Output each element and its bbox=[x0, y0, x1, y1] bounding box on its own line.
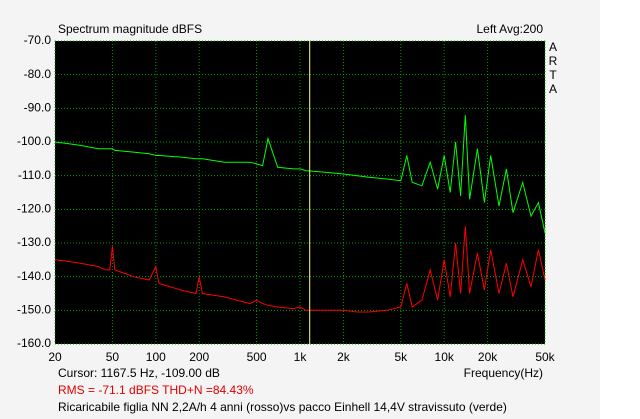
y-tick-label: -110.0 bbox=[18, 168, 51, 182]
spectrum-line bbox=[54, 226, 546, 313]
cursor-readout: Cursor: 1167.5 Hz, -109.00 dB bbox=[58, 366, 220, 380]
channel-label: Left Avg:200 bbox=[476, 22, 543, 36]
x-tick-label: 10k bbox=[435, 350, 455, 364]
y-tick-label: -140.0 bbox=[17, 269, 51, 283]
chart-title: Spectrum magnitude dBFS bbox=[58, 22, 202, 36]
x-tick-label: 1k bbox=[294, 350, 308, 364]
x-tick-label: 20 bbox=[48, 350, 62, 364]
x-tick-label: 50 bbox=[106, 350, 120, 364]
y-tick-label: -160.0 bbox=[17, 336, 51, 350]
x-tick-label: 50k bbox=[535, 350, 555, 364]
x-tick-label: 5k bbox=[394, 350, 408, 364]
logo-letter: T bbox=[549, 68, 557, 82]
x-tick-label: 500 bbox=[247, 350, 267, 364]
y-tick-label: -130.0 bbox=[17, 235, 51, 249]
logo-letter: R bbox=[549, 54, 558, 68]
x-tick-label: 200 bbox=[189, 350, 209, 364]
x-tick-label: 20k bbox=[478, 350, 498, 364]
x-axis-label: Frequency(Hz) bbox=[464, 366, 543, 380]
y-tick-label: -150.0 bbox=[17, 303, 51, 317]
rms-readout: RMS = -71.1 dBFS THD+N =84.43% bbox=[58, 383, 254, 397]
y-tick-label: -80.0 bbox=[24, 67, 52, 81]
y-tick-label: -120.0 bbox=[17, 202, 51, 216]
logo-letter: A bbox=[549, 40, 557, 54]
caption: Ricaricabile figlia NN 2,2A/h 4 anni (ro… bbox=[58, 400, 507, 414]
spectrum-line bbox=[54, 115, 546, 234]
logo-letter: A bbox=[549, 82, 557, 96]
y-tick-label: -70.0 bbox=[24, 33, 52, 47]
x-tick-label: 2k bbox=[337, 350, 351, 364]
y-tick-label: -90.0 bbox=[24, 101, 52, 115]
y-tick-label: -100.0 bbox=[17, 134, 51, 148]
x-tick-label: 100 bbox=[146, 350, 166, 364]
